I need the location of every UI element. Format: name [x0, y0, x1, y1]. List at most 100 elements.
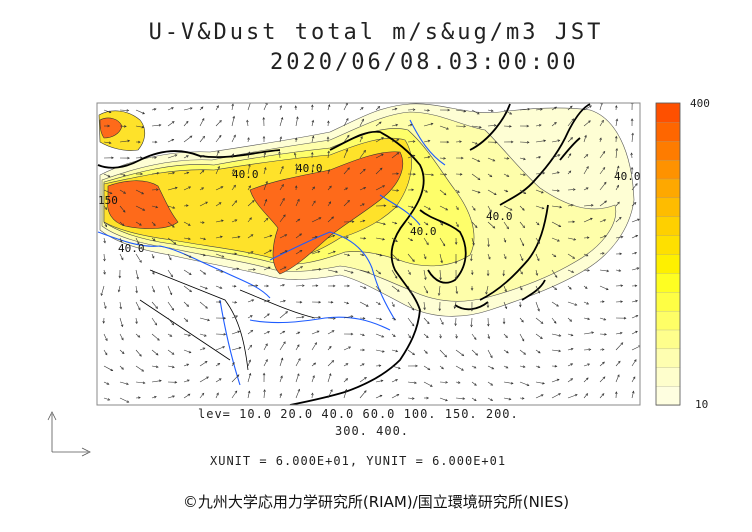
- wind-arrow: [231, 315, 238, 319]
- wind-arrow: [359, 269, 370, 273]
- wind-arrowhead: [248, 372, 252, 376]
- wind-arrow: [311, 375, 315, 383]
- wind-arrow: [471, 349, 478, 356]
- wind-arrowhead: [606, 269, 610, 273]
- wind-arrow: [199, 201, 208, 207]
- wind-arrowhead: [470, 287, 474, 291]
- wind-arrow: [231, 362, 235, 367]
- wind-arrow: [279, 117, 283, 127]
- wind-arrow: [247, 330, 253, 335]
- wind-arrow: [487, 381, 493, 386]
- wind-arrow: [535, 221, 540, 226]
- wind-arrow: [151, 205, 158, 208]
- wind-arrowhead: [454, 261, 458, 265]
- wind-arrow: [391, 269, 398, 279]
- wind-arrow: [151, 237, 156, 241]
- wind-arrow: [247, 299, 254, 303]
- wind-arrowhead: [202, 253, 206, 257]
- wind-arrow: [263, 266, 271, 271]
- wind-arrow: [167, 154, 177, 159]
- wind-arrowhead: [217, 363, 221, 366]
- wind-arrowhead: [585, 154, 589, 157]
- colorbar-step: [655, 216, 681, 236]
- wind-arrowhead: [479, 125, 482, 129]
- wind-arrowhead: [424, 277, 427, 281]
- wind-arrowhead: [361, 118, 364, 122]
- wind-arrowhead: [461, 368, 464, 371]
- wind-arrowhead: [585, 187, 589, 190]
- wind-arrow: [567, 269, 574, 273]
- borders: [139, 269, 316, 371]
- wind-arrowhead: [614, 105, 618, 108]
- wind-arrow: [567, 317, 572, 322]
- wind-arrowhead: [136, 241, 140, 245]
- wind-arrowhead: [283, 299, 286, 303]
- wind-arrowhead: [107, 398, 111, 401]
- wind-arrowhead: [152, 289, 155, 293]
- wind-arrow: [119, 381, 129, 385]
- wind-arrow: [551, 379, 560, 383]
- wind-arrow: [359, 333, 365, 336]
- wind-arrow: [183, 379, 190, 383]
- wind-arrowhead: [536, 222, 540, 226]
- wind-arrowhead: [206, 376, 209, 380]
- wind-arrow: [455, 109, 466, 112]
- wind-arrow: [231, 134, 236, 143]
- wind-arrowhead: [186, 155, 189, 158]
- wind-arrow: [599, 252, 605, 255]
- wind-arrow: [343, 149, 348, 159]
- wind-arrow: [471, 221, 478, 228]
- wind-arrowhead: [502, 321, 506, 325]
- wind-arrow: [551, 154, 561, 159]
- wind-arrowhead: [232, 115, 236, 119]
- wind-arrowhead: [328, 373, 332, 376]
- wind-arrow: [423, 156, 430, 159]
- wind-arrowhead: [635, 330, 638, 334]
- wind-arrowhead: [282, 330, 286, 334]
- wind-arrow: [519, 173, 526, 176]
- wind-arrowhead: [137, 334, 141, 338]
- wind-arrow: [535, 237, 540, 244]
- wind-arrowhead: [108, 110, 112, 114]
- wind-arrow: [615, 236, 623, 239]
- wind-arrowhead: [218, 378, 222, 381]
- wind-arrowhead: [554, 106, 558, 110]
- wind-arrowhead: [119, 239, 123, 243]
- wind-arrow: [599, 393, 605, 399]
- wind-arrow: [295, 250, 303, 255]
- wind-arrowhead: [155, 365, 159, 369]
- wind-arrow: [599, 219, 606, 223]
- wind-vectors: [100, 103, 640, 403]
- wind-arrow: [599, 103, 603, 111]
- wind-arrow: [599, 317, 606, 321]
- wind-arrowhead: [571, 118, 575, 121]
- wind-arrowhead: [605, 287, 609, 291]
- wind-arrowhead: [618, 269, 622, 272]
- wind-arrow: [535, 189, 544, 194]
- wind-arrow: [583, 332, 594, 335]
- wind-arrowhead: [301, 315, 305, 319]
- wind-arrow: [391, 189, 399, 191]
- wind-arrow: [407, 269, 411, 275]
- wind-arrow: [311, 251, 320, 255]
- wind-arrow: [183, 317, 188, 322]
- wind-arrowhead: [345, 187, 349, 191]
- wind-arrowhead: [509, 208, 513, 211]
- wind-arrow: [103, 381, 110, 385]
- wind-arrow: [135, 285, 138, 293]
- wind-arrow: [247, 151, 250, 159]
- wind-arrow: [631, 376, 636, 383]
- wind-arrow: [199, 347, 206, 351]
- wind-arrow: [119, 253, 124, 260]
- wind-arrowhead: [557, 239, 560, 242]
- colorbar-step: [655, 385, 681, 406]
- wind-arrow: [423, 333, 429, 338]
- wind-arrowhead: [521, 338, 525, 342]
- wind-arrowhead: [556, 378, 560, 382]
- wind-arrow: [471, 141, 478, 145]
- wind-arrowhead: [296, 116, 299, 120]
- wind-arrowhead: [330, 300, 334, 304]
- wind-arrowhead: [378, 364, 382, 368]
- wind-arrowhead: [234, 200, 238, 203]
- wind-arrow: [103, 269, 106, 275]
